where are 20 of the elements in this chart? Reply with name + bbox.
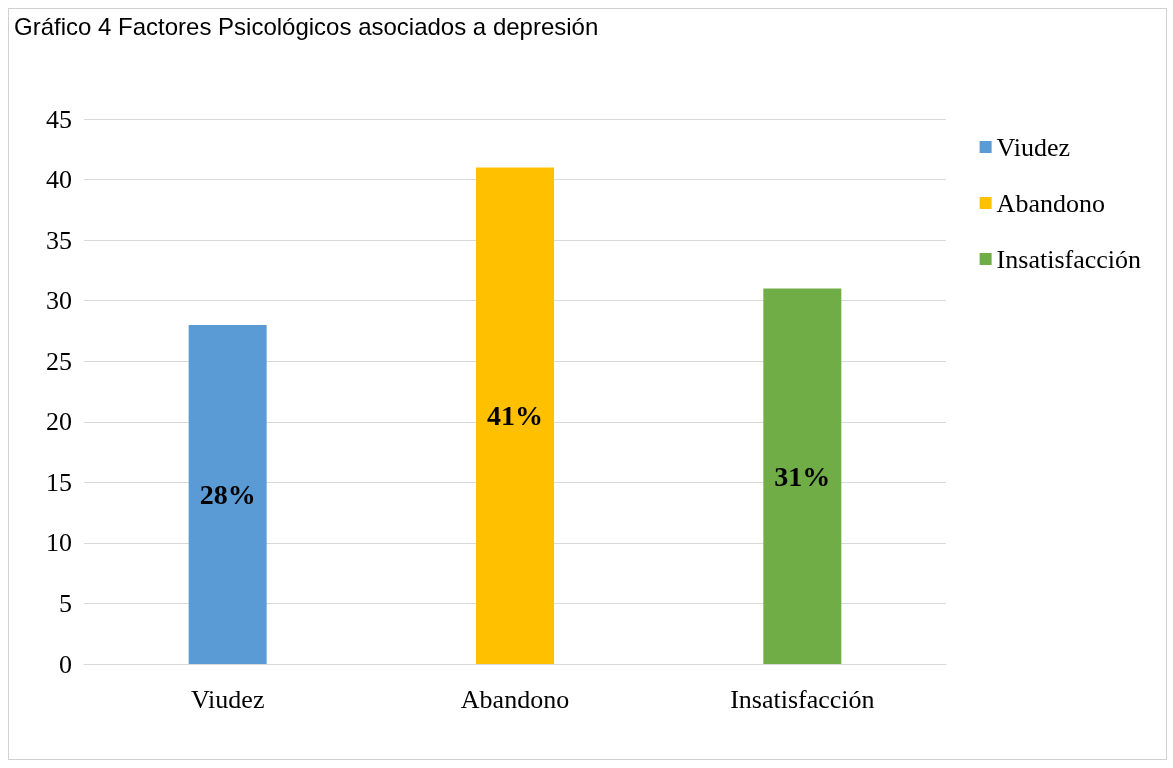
y-tick-label: 25 [46, 346, 72, 376]
data-label: 31% [774, 460, 831, 492]
y-tick-label: 15 [46, 467, 72, 497]
x-tick-label: Insatisfacción [730, 684, 875, 714]
y-tick-label: 5 [59, 588, 72, 618]
y-tick-label: 0 [59, 649, 72, 679]
y-tick-label: 30 [46, 286, 72, 316]
x-tick-label: Abandono [460, 684, 570, 714]
legend-label: Abandono [996, 188, 1105, 218]
legend-label: Viudez [996, 132, 1071, 162]
x-tick-label: Viudez [190, 684, 265, 714]
y-tick-label: 45 [46, 104, 72, 134]
legend-label: Insatisfacción [996, 244, 1142, 274]
y-tick-label: 35 [46, 225, 72, 255]
y-tick-label: 40 [46, 165, 72, 195]
data-label: 28% [199, 478, 256, 510]
chart-title: Gráfico 4 Factores Psicológicos asociados a depresión [14, 12, 599, 40]
y-tick-label: 20 [46, 407, 72, 437]
data-label: 41% [487, 400, 543, 432]
y-tick-label: 10 [46, 528, 72, 558]
